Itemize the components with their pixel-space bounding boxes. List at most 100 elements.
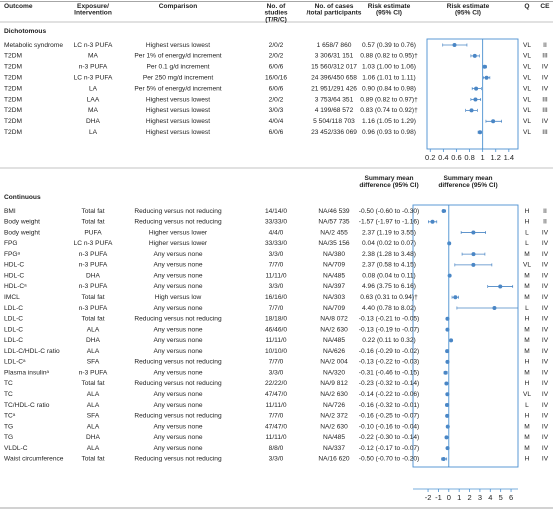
estimate: -0.13 (-0.22 to -0.03)	[359, 359, 419, 366]
column-header: (95% CI)	[455, 10, 481, 17]
outcome: Body weight	[4, 229, 40, 236]
estimate: 0.83 (0.74 to 0.92)†	[360, 107, 418, 114]
evidence-class: II	[543, 219, 547, 226]
cases: NA/9 812	[320, 380, 348, 387]
evidence-class: III	[542, 53, 548, 60]
estimate: -0.50 (-0.60 to -0.30)	[359, 208, 419, 215]
comparison: Any versus none	[153, 251, 202, 258]
exposure: LC n-3 PUFA	[74, 74, 113, 81]
evidence-class: IV	[542, 380, 549, 387]
exposure: LC n-3 PUFA	[74, 42, 113, 49]
evidence-class: IV	[542, 283, 549, 290]
comparison: Highest versus lowest	[146, 42, 210, 49]
comparison: Highest versus lowest	[146, 96, 210, 103]
point-estimate	[478, 130, 483, 135]
evidence-class: IV	[542, 456, 549, 463]
comparison: Any versus none	[153, 272, 202, 279]
evidence-class: IV	[542, 316, 549, 323]
outcome: T2DM	[4, 96, 22, 103]
cases: 3 306/31 151	[315, 53, 354, 60]
evidence-class: IV	[542, 348, 549, 355]
comparison: Any versus none	[153, 423, 202, 430]
quality: M	[524, 445, 530, 452]
evidence-class: IV	[542, 413, 549, 420]
point-estimate	[482, 64, 487, 69]
outcome: Plasma insulinᵃ	[4, 369, 50, 376]
quality: M	[524, 348, 530, 355]
tick-label: -1	[435, 493, 442, 502]
estimate: -1.57 (-1.97 to -1.16)	[359, 219, 419, 226]
quality: H	[525, 413, 530, 420]
cases: 1 658/7 860	[317, 42, 352, 49]
quality: M	[524, 369, 530, 376]
comparison: Highest versus lowest	[146, 107, 210, 114]
estimate: 0.88 (0.82 to 0.95)†	[360, 53, 418, 60]
studies: 14/14/0	[265, 208, 287, 215]
quality: VL	[523, 107, 531, 114]
quality: H	[525, 456, 530, 463]
estimate: 2.37 (1.19 to 3.55)	[362, 229, 416, 236]
outcome: LDL-Cᵃ	[4, 359, 26, 366]
evidence-class: IV	[542, 64, 549, 71]
estimate: -0.50 (-0.70 to -0.20)	[359, 456, 419, 463]
exposure: n-3 PUFA	[79, 369, 108, 376]
studies: 7/7/0	[269, 359, 284, 366]
exposure: DHA	[86, 337, 101, 344]
studies: 11/11/0	[265, 337, 286, 344]
evidence-class: III	[542, 96, 548, 103]
comparison: Any versus none	[153, 283, 202, 290]
comparison: Any versus none	[153, 445, 202, 452]
estimate: -0.23 (-0.32 to -0.14)	[359, 380, 419, 387]
cases: NA/303	[323, 294, 345, 301]
outcome: Body weight	[4, 219, 40, 226]
outcome: T2DM	[4, 129, 22, 136]
plot-frame	[412, 204, 519, 468]
cases: NA/16 620	[318, 456, 349, 463]
estimate: -0.13 (-0.21 to -0.05)	[359, 316, 419, 323]
column-header: Intervention	[74, 10, 112, 17]
exposure: ALA	[87, 348, 100, 355]
column-header: No. of cases	[315, 3, 354, 10]
estimate: 0.04 (0.02 to 0.07)	[362, 240, 416, 247]
studies: 4/4/0	[269, 229, 284, 236]
exposure: ALA	[87, 402, 100, 409]
cases: NA/2 004	[320, 359, 348, 366]
exposure: DHA	[86, 272, 101, 279]
cases: NA/57 735	[318, 219, 349, 226]
studies: 6/0/6	[269, 85, 284, 92]
point-estimate	[447, 273, 452, 278]
studies: 11/11/0	[265, 272, 286, 279]
estimate: -0.16 (-0.32 to -0.01)	[359, 402, 419, 409]
point-estimate	[445, 413, 450, 418]
outcome: IMCL	[4, 294, 20, 301]
estimate: 1.06 (1.01 to 1.11)	[362, 74, 415, 81]
outcome: HDL-Cᵃ	[4, 283, 27, 290]
comparison: Per 1% of energy/d increment	[134, 53, 221, 60]
studies: 11/11/0	[265, 402, 286, 409]
section-label: Dichotomous	[4, 28, 46, 35]
cases: NA/485	[323, 337, 345, 344]
quality: H	[525, 208, 530, 215]
exposure: SFA	[87, 359, 100, 366]
point-estimate	[491, 119, 496, 124]
quality: VL	[523, 64, 531, 71]
studies: 22/22/0	[265, 380, 287, 387]
cases: NA/380	[323, 251, 345, 258]
exposure: n-3 PUFA	[79, 262, 108, 269]
comparison: Any versus none	[153, 391, 202, 398]
outcome: LDL-C	[4, 305, 23, 312]
studies: 11/11/0	[265, 434, 286, 441]
exposure: Total fat	[81, 219, 104, 226]
point-estimate	[444, 381, 449, 386]
outcome: TC/HDL-C ratio	[4, 402, 50, 409]
studies: 47/47/0	[265, 423, 287, 430]
point-estimate	[453, 295, 458, 300]
quality: VL	[523, 74, 531, 81]
estimate: -0.10 (-0.16 to -0.04)	[359, 423, 419, 430]
outcome: BMI	[4, 208, 16, 215]
estimate: -0.22 (-0.30 to -0.14)	[359, 434, 419, 441]
exposure: MA	[88, 53, 98, 60]
comparison: Reducing versus not reducing	[134, 456, 222, 463]
estimate: 0.22 (0.11 to 0.32)	[362, 337, 415, 344]
